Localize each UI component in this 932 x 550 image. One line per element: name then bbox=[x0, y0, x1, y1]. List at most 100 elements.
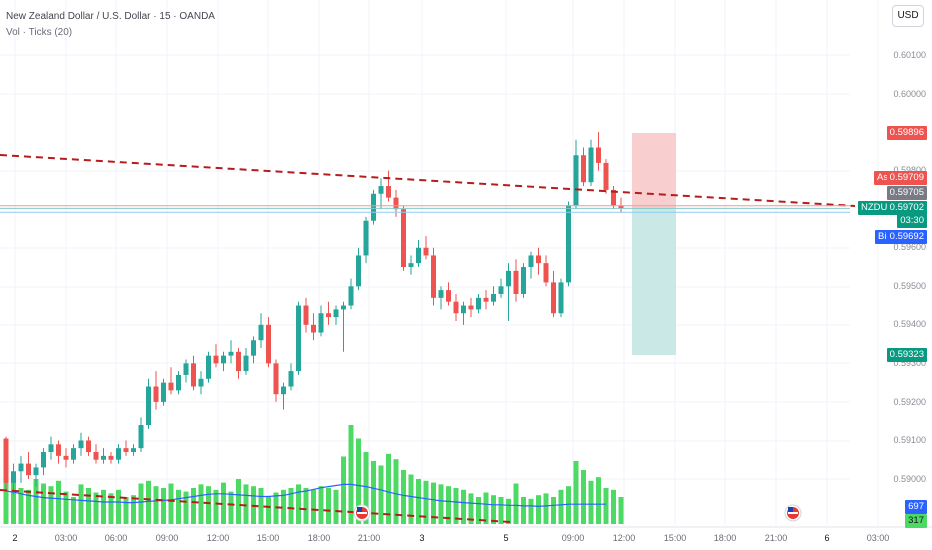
volume-bar bbox=[258, 488, 264, 524]
candle-body bbox=[131, 448, 136, 453]
support-trendline bbox=[0, 489, 511, 523]
price-tick: 0.59300 bbox=[893, 358, 926, 368]
time-tick: 06:00 bbox=[104, 533, 128, 543]
candle-body bbox=[318, 313, 324, 333]
time-tick: 15:00 bbox=[256, 533, 280, 543]
time-tick: 03:00 bbox=[54, 533, 78, 543]
candle-body bbox=[168, 382, 174, 391]
volume-bar bbox=[228, 491, 234, 524]
volume-bar bbox=[543, 493, 549, 524]
price-tick: 0.60100 bbox=[893, 50, 926, 60]
candle-body bbox=[288, 371, 294, 387]
candle-body bbox=[483, 297, 489, 302]
candle-body bbox=[48, 444, 54, 453]
candle-body bbox=[416, 247, 421, 264]
candle-body bbox=[311, 324, 316, 333]
volume-bar bbox=[183, 491, 189, 524]
volume-bar bbox=[611, 489, 616, 524]
candle-body bbox=[468, 305, 474, 310]
candle-body bbox=[333, 309, 339, 318]
volume-bar bbox=[108, 493, 114, 524]
candles bbox=[3, 132, 624, 495]
candle-body bbox=[243, 355, 249, 372]
volume-ma-label: 697 bbox=[905, 500, 927, 514]
volume-bar bbox=[618, 497, 624, 524]
volume-bar bbox=[596, 477, 601, 524]
volume-bar bbox=[41, 483, 46, 524]
currency-button[interactable]: USD bbox=[892, 5, 924, 27]
volume-ma-line bbox=[5, 483, 606, 508]
candle-body bbox=[101, 455, 106, 460]
symbol-title[interactable]: New Zealand Dollar / U.S. Dollar · 15 · … bbox=[6, 11, 215, 22]
grid bbox=[0, 0, 932, 528]
candle-body bbox=[363, 220, 369, 256]
candle-body bbox=[63, 455, 69, 460]
volume-bar bbox=[363, 452, 369, 524]
candle-body bbox=[438, 290, 444, 298]
indicator-title[interactable]: Vol · Ticks (20) bbox=[6, 27, 73, 38]
candle-body bbox=[228, 351, 234, 356]
candle-body bbox=[618, 205, 624, 209]
volume-bar bbox=[116, 489, 121, 524]
price-tick: 0.59600 bbox=[893, 242, 926, 252]
volume-bar bbox=[3, 461, 9, 524]
volume-bar bbox=[453, 488, 459, 524]
candle-body bbox=[273, 363, 279, 395]
candle-body bbox=[461, 305, 466, 314]
candle-body bbox=[258, 324, 264, 341]
volume-bar bbox=[326, 488, 331, 524]
volume-bar bbox=[236, 479, 241, 524]
candle-body bbox=[56, 444, 61, 456]
volume-bar bbox=[303, 488, 309, 524]
volume-bar bbox=[221, 482, 226, 524]
volume-bar bbox=[483, 492, 489, 524]
volume-bar bbox=[161, 488, 166, 524]
volume-bar bbox=[468, 493, 474, 524]
candle-body bbox=[446, 290, 451, 302]
trendlines[interactable] bbox=[0, 154, 856, 523]
candle-body bbox=[266, 324, 271, 364]
time-tick: 18:00 bbox=[713, 533, 737, 543]
volume-bar bbox=[498, 497, 504, 524]
volume-bar bbox=[408, 474, 414, 524]
time-tick: 12:00 bbox=[206, 533, 230, 543]
candle-body bbox=[191, 363, 196, 387]
candle-body bbox=[296, 305, 301, 372]
candle-body bbox=[26, 463, 31, 476]
candle-body bbox=[476, 297, 481, 310]
volume-bar bbox=[48, 486, 54, 524]
candle-body bbox=[423, 247, 429, 256]
candle-body bbox=[41, 452, 46, 468]
price-tick: 0.59800 bbox=[893, 165, 926, 175]
price-tick: 0.59000 bbox=[893, 474, 926, 484]
candle-body bbox=[11, 471, 16, 483]
volume-bar bbox=[566, 486, 571, 524]
candle-body bbox=[281, 386, 286, 395]
candle-body bbox=[356, 255, 361, 287]
volume-bar bbox=[123, 497, 129, 524]
volume-bar bbox=[536, 495, 541, 524]
candle-body bbox=[536, 255, 541, 264]
candle-body bbox=[588, 147, 594, 183]
candle-body bbox=[393, 197, 399, 210]
candle-body bbox=[528, 255, 534, 267]
candle-body bbox=[513, 270, 519, 294]
candle-body bbox=[431, 255, 436, 298]
event-flags[interactable] bbox=[353, 504, 802, 522]
candle-body bbox=[603, 162, 609, 190]
candle-body bbox=[213, 355, 219, 364]
volume-bar bbox=[378, 465, 384, 524]
candle-body bbox=[221, 355, 226, 364]
volume-bar bbox=[401, 470, 406, 524]
time-tick: 3 bbox=[419, 533, 425, 543]
volume-bar bbox=[78, 484, 84, 524]
position-tool[interactable] bbox=[632, 133, 676, 355]
candle-body bbox=[183, 363, 189, 375]
volume-bar bbox=[588, 480, 594, 524]
time-tick: 5 bbox=[503, 533, 509, 543]
candle-body bbox=[123, 448, 129, 453]
volume-bar bbox=[71, 497, 76, 524]
candle-body bbox=[543, 263, 549, 283]
